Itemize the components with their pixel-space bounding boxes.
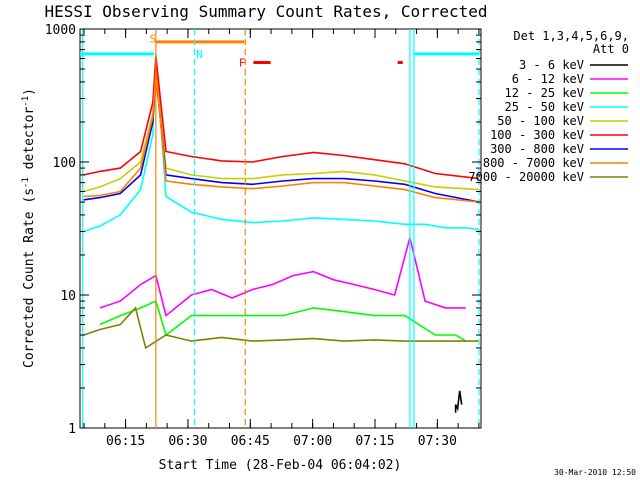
series-line-9	[83, 306, 479, 350]
legend-label: 6 - 12 keV	[512, 72, 584, 86]
legend-header-line-2: Att 0	[593, 42, 629, 56]
legend-label: 800 - 7000 keV	[483, 156, 584, 170]
series-line-4	[83, 53, 480, 233]
series-line-2	[99, 237, 466, 318]
series-line-6	[83, 56, 480, 180]
y-tick-label: 1	[68, 422, 76, 437]
y-axis: 1 10 100 1000	[45, 23, 481, 437]
legend-label: 25 - 50 keV	[505, 100, 584, 114]
series-line-1	[454, 390, 463, 413]
state-marker: F	[239, 56, 246, 69]
x-axis: 06:15 06:30 06:45 07:00 07:15 07:30	[83, 29, 480, 449]
y-axis-label: Corrected Count Rate (s-1 detector-1)	[21, 88, 37, 368]
legend-label: 3 - 6 keV	[519, 58, 584, 72]
series-line-8	[83, 71, 480, 203]
series-layer	[83, 53, 480, 413]
y-tick-label: 10	[60, 289, 76, 304]
x-tick-label: 06:30	[168, 434, 207, 449]
plot-area: S N F	[79, 28, 482, 429]
series-line-3	[99, 299, 467, 342]
series-line-7	[83, 75, 480, 203]
x-tick-label: 07:00	[293, 434, 332, 449]
x-axis-label: Start Time (28-Feb-04 06:04:02)	[159, 458, 402, 473]
x-tick-label: 07:30	[418, 434, 457, 449]
x-tick-label: 06:15	[106, 434, 145, 449]
legend-label: 12 - 25 keV	[505, 86, 584, 100]
legend-label: 50 - 100 keV	[497, 114, 584, 128]
state-marker: S	[150, 32, 157, 45]
legend-header-line-1: Det 1,3,4,5,6,9,	[513, 29, 629, 43]
legend-label: 7000 - 20000 keV	[468, 170, 584, 184]
footer-timestamp: 30-Mar-2010 12:50	[554, 468, 636, 477]
chart-title: HESSI Observing Summary Count Rates, Cor…	[44, 2, 487, 21]
y-tick-label: 1000	[45, 23, 76, 38]
state-marker: N	[196, 48, 203, 61]
x-tick-label: 06:45	[231, 434, 270, 449]
legend-label: 100 - 300 keV	[490, 128, 584, 142]
overlay-layer: S N F	[80, 29, 480, 428]
y-tick-label: 100	[53, 156, 76, 171]
series-line-5	[83, 68, 480, 193]
legend-label: 300 - 800 keV	[490, 142, 584, 156]
plot-frame	[79, 28, 482, 429]
x-tick-label: 07:15	[355, 434, 394, 449]
